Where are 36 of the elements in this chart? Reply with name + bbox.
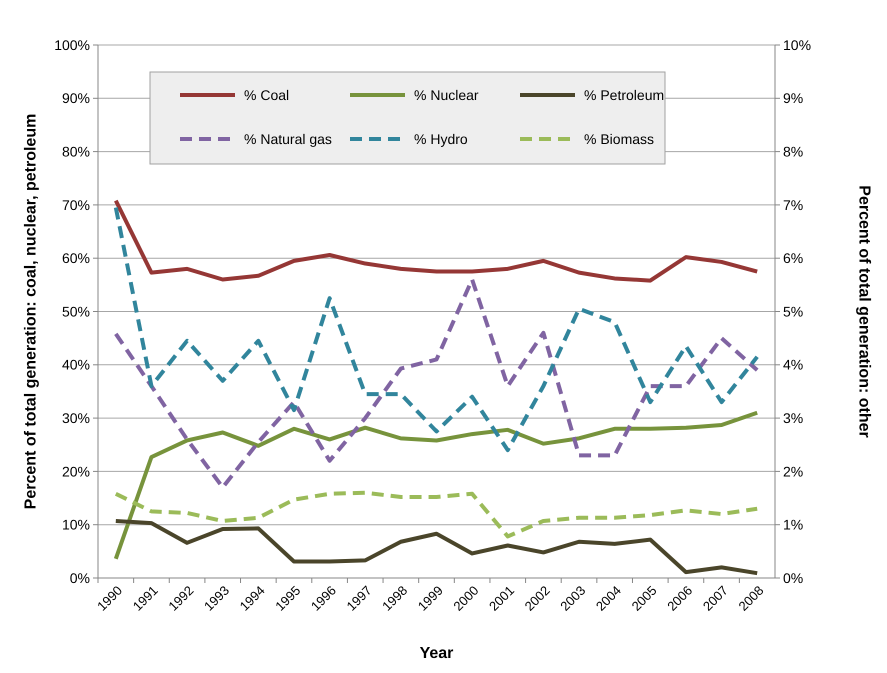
y-tick-label: 70% (62, 196, 90, 213)
y-axis-title: Percent of total generation: coal, nuclear, petroleum (22, 114, 40, 510)
legend-label: % Coal (244, 86, 290, 103)
y2-tick-label: 7% (783, 196, 804, 213)
legend-label: % Nuclear (414, 86, 479, 103)
y2-tick-label: 0% (783, 570, 804, 586)
y-tick-label: 30% (62, 410, 90, 426)
y2-tick-label: 10% (783, 36, 812, 53)
legend-label: % Petroleum (584, 86, 664, 103)
line-series (114, 206, 760, 452)
legend-label: % Natural gas (244, 130, 332, 147)
y-tick-label: 90% (62, 90, 90, 106)
y-tick-label: 20% (62, 463, 90, 480)
y-tick-label: 100% (54, 36, 90, 53)
x-axis-title: Year (420, 645, 454, 662)
y2-tick-label: 9% (783, 90, 804, 106)
y-tick-label: 0% (70, 570, 90, 586)
y-tick-label: 10% (62, 516, 90, 533)
y2-tick-label: 8% (783, 144, 804, 160)
line-series (114, 518, 760, 576)
line-series (114, 490, 760, 538)
y-tick-label: 50% (62, 303, 90, 320)
y-tick-label: 60% (62, 250, 90, 266)
y2-tick-label: 1% (783, 516, 804, 533)
line-series (114, 198, 760, 283)
legend-label: % Hydro (414, 130, 468, 147)
y-tick-label: 40% (62, 356, 90, 373)
y-tick-label: 80% (62, 144, 90, 160)
legend-label: % Biomass (584, 130, 654, 147)
y2-tick-label: 5% (783, 303, 804, 320)
line-series (114, 410, 760, 561)
y2-axis-title: Percent of total generation: other (855, 185, 872, 438)
y2-tick-label: 4% (783, 356, 804, 373)
y2-tick-label: 3% (783, 410, 804, 426)
y2-tick-label: 2% (783, 463, 804, 480)
y2-tick-label: 6% (783, 250, 804, 266)
